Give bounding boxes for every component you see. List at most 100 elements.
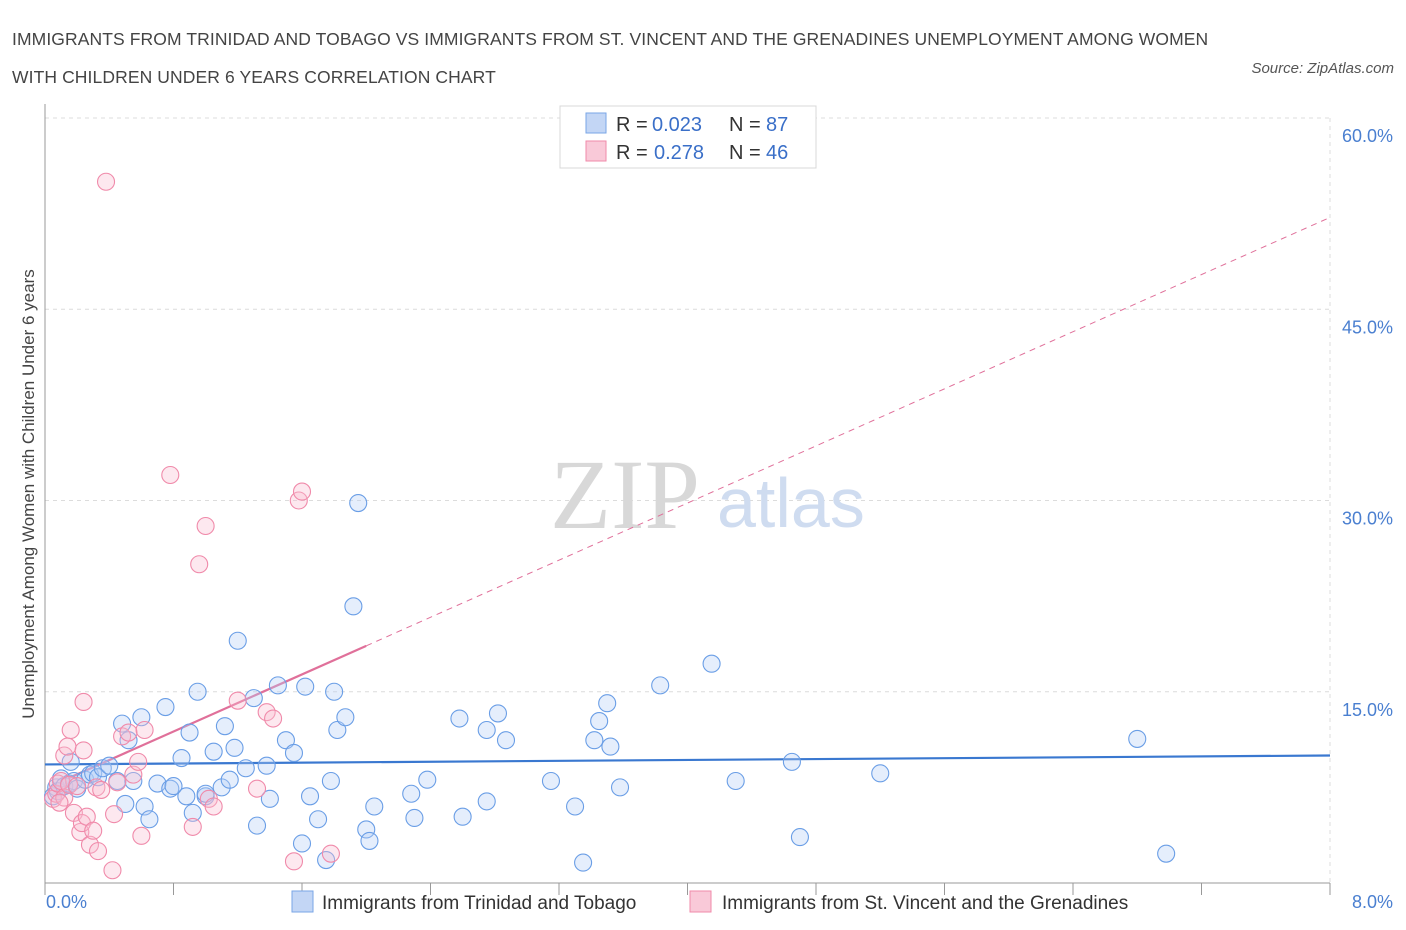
point-trinidad — [225, 738, 244, 757]
point-st-vincent — [74, 741, 93, 760]
y-tick-label: 15.0% — [1342, 700, 1393, 720]
point-st-vincent — [292, 482, 312, 501]
point-trinidad — [365, 797, 384, 816]
legend-r-value-pink: 0.278 — [654, 142, 704, 164]
point-trinidad — [228, 631, 247, 650]
point-trinidad — [172, 748, 191, 768]
point-trinidad — [702, 654, 721, 673]
legend-r-value-blue: 0.023 — [652, 114, 702, 136]
series-legend-label-pink: Immigrants from St. Vincent and the Gren… — [722, 893, 1128, 914]
point-trinidad — [296, 677, 315, 696]
point-trinidad — [113, 714, 132, 733]
legend-r-label-blue: R = — [616, 114, 648, 136]
point-st-vincent — [161, 465, 180, 485]
point-trinidad — [349, 493, 368, 513]
point-trinidad — [402, 784, 421, 803]
y-tick-label: 30.0% — [1342, 509, 1393, 529]
point-st-vincent — [257, 703, 276, 722]
point-trinidad — [360, 831, 379, 850]
point-trinidad — [453, 807, 472, 826]
x-tick-label: 8.0% — [1352, 892, 1393, 912]
watermark-atlas: atlas — [717, 464, 865, 542]
point-trinidad — [450, 709, 469, 728]
point-trinidad — [156, 697, 175, 717]
point-trinidad — [325, 682, 344, 701]
point-trinidad — [300, 787, 320, 806]
point-st-vincent — [132, 826, 151, 845]
series-legend-swatch-blue — [291, 890, 314, 913]
point-trinidad — [585, 731, 604, 750]
point-trinidad — [284, 743, 304, 763]
point-trinidad — [244, 689, 263, 708]
point-st-vincent — [321, 844, 340, 863]
watermark-zip: ZIP — [550, 439, 700, 550]
legend-n-label-pink: N = — [729, 142, 761, 164]
y-tick-label: 60.0% — [1342, 126, 1393, 146]
point-trinidad — [601, 737, 620, 756]
point-st-vincent — [96, 172, 116, 191]
legend-r-label-pink: R = — [616, 142, 648, 164]
point-st-vincent — [228, 691, 247, 710]
point-trinidad — [336, 708, 355, 727]
point-st-vincent — [84, 821, 103, 840]
point-trinidad — [610, 778, 630, 797]
point-trinidad — [180, 723, 199, 742]
point-trinidad — [477, 720, 496, 740]
point-trinidad — [321, 771, 340, 791]
point-trinidad — [590, 712, 609, 731]
point-st-vincent — [103, 861, 122, 880]
point-trinidad — [177, 787, 196, 806]
point-st-vincent — [247, 779, 267, 798]
x-tick-label: 0.0% — [46, 892, 87, 912]
point-trinidad — [140, 810, 159, 829]
y-axis-title: Unemployment Among Women with Children U… — [19, 269, 38, 718]
point-st-vincent — [204, 797, 223, 816]
point-st-vincent — [58, 737, 77, 756]
point-trinidad — [1157, 844, 1176, 863]
point-trinidad — [247, 816, 267, 835]
point-st-vincent — [190, 555, 209, 574]
point-trinidad — [598, 694, 617, 713]
point-st-vincent — [61, 720, 80, 740]
point-trinidad — [477, 792, 496, 811]
point-trinidad — [418, 770, 437, 789]
data-points — [43, 172, 1176, 880]
point-trinidad — [344, 597, 363, 616]
point-trinidad — [276, 731, 295, 750]
stats-legend: R = 0.023 N = 87 R = 0.278 N = 46 — [559, 105, 817, 169]
point-st-vincent — [68, 777, 87, 796]
y-tick-label: 45.0% — [1342, 317, 1393, 337]
point-st-vincent — [74, 692, 93, 712]
watermark: ZIP atlas — [550, 439, 865, 550]
point-trinidad — [268, 676, 287, 695]
point-st-vincent — [196, 516, 215, 536]
point-trinidad — [496, 731, 516, 750]
point-trinidad — [1128, 729, 1147, 748]
point-trinidad — [236, 759, 255, 778]
point-trinidad — [220, 770, 239, 789]
point-st-vincent — [92, 780, 111, 799]
point-st-vincent — [87, 778, 106, 797]
trend-line-trinidad — [44, 754, 1331, 766]
point-trinidad — [790, 828, 809, 847]
point-trinidad — [726, 771, 745, 791]
point-trinidad — [257, 756, 276, 775]
legend-n-value-pink: 46 — [766, 142, 788, 164]
point-trinidad — [574, 853, 593, 872]
point-trinidad — [116, 794, 135, 814]
trend-line-st-vincent — [68, 644, 367, 779]
point-trinidad — [566, 797, 585, 816]
point-trinidad — [183, 803, 202, 822]
point-st-vincent — [88, 842, 108, 861]
point-trinidad — [196, 784, 215, 803]
point-trinidad — [405, 808, 424, 828]
legend-n-value-blue: 87 — [766, 114, 788, 136]
point-st-vincent — [105, 805, 124, 824]
legend-swatch-blue — [585, 112, 607, 134]
point-st-vincent — [135, 720, 154, 740]
point-trinidad — [328, 720, 347, 740]
point-st-vincent — [50, 793, 69, 812]
point-trinidad — [260, 789, 279, 808]
point-trinidad — [871, 764, 890, 783]
